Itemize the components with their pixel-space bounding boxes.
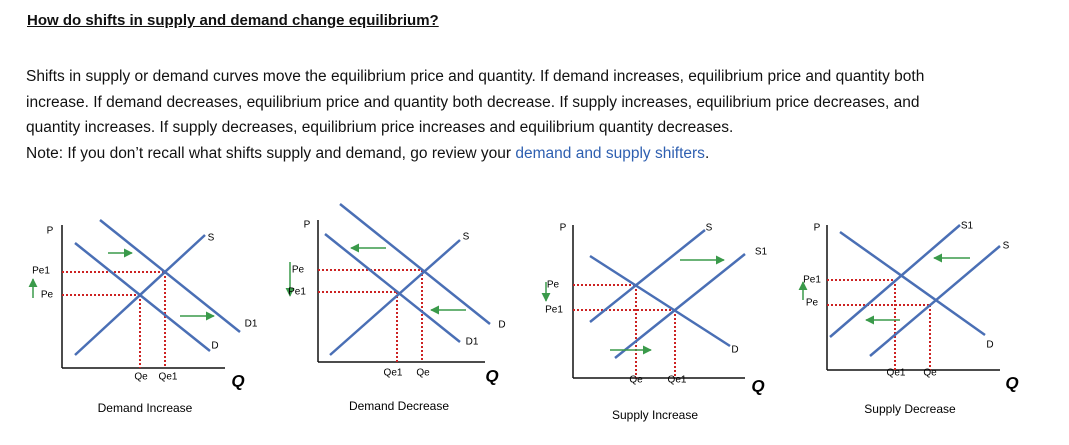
paragraph-line: Shifts in supply or demand curves move t… bbox=[26, 68, 925, 85]
diagram-label: Pe bbox=[41, 290, 54, 301]
diagram-label: Q bbox=[485, 366, 498, 385]
link[interactable]: demand and supply shifters bbox=[515, 144, 705, 162]
diagram-label: D bbox=[731, 345, 738, 356]
note-end: . bbox=[704, 144, 710, 162]
paragraph-line: quantity increases. If supply decreases,… bbox=[26, 119, 734, 136]
curve bbox=[339, 203, 491, 325]
diagram-label: Qe1 bbox=[159, 372, 178, 383]
diagram-label: Pe1 bbox=[32, 266, 50, 277]
diagram-label: Q bbox=[751, 376, 764, 395]
diagram-label: Qe bbox=[134, 372, 148, 383]
caption: Demand Increase bbox=[98, 401, 193, 415]
diagram-label: S1 bbox=[755, 247, 768, 258]
curve bbox=[589, 229, 706, 323]
caption: Supply Increase bbox=[612, 408, 698, 422]
curve bbox=[839, 230, 986, 337]
curve bbox=[589, 254, 731, 348]
caption: Demand Decrease bbox=[349, 399, 449, 413]
diagram-label: Qe bbox=[416, 368, 430, 379]
diagram-label: D1 bbox=[245, 319, 258, 330]
diagram-label: Qe1 bbox=[384, 368, 403, 379]
diagram-label: S bbox=[1003, 241, 1010, 252]
curve bbox=[324, 233, 461, 343]
note: Note: If you don’t recall what shifts su… bbox=[26, 141, 924, 167]
diagram-label: Qe1 bbox=[668, 375, 687, 386]
diagram-label: P bbox=[560, 223, 567, 234]
diagram-label: P bbox=[304, 220, 311, 231]
diagram-label: Pe1 bbox=[545, 305, 563, 316]
curve bbox=[74, 242, 211, 352]
diagram-label: P bbox=[47, 226, 54, 237]
diagram-label: Q bbox=[1005, 373, 1018, 392]
diagram-label: D bbox=[211, 341, 218, 352]
curve bbox=[614, 253, 746, 359]
diagram-label: D1 bbox=[466, 337, 479, 348]
diagram-label: Pe1 bbox=[803, 275, 821, 286]
curve bbox=[829, 224, 961, 338]
diagram-label: S bbox=[463, 232, 470, 243]
diagram-label: Qe bbox=[923, 368, 937, 379]
diagram-label: S bbox=[706, 223, 713, 234]
curve bbox=[329, 239, 461, 356]
diagram-label: Qe1 bbox=[887, 368, 906, 379]
diagram-label: Pe bbox=[547, 280, 560, 291]
diagram-label: S bbox=[208, 233, 215, 244]
diagram-label: P bbox=[814, 223, 821, 234]
diagram-label: S1 bbox=[961, 221, 974, 232]
heading: How do shifts in supply and demand chang… bbox=[27, 12, 439, 29]
paragraph-line: increase. If demand decreases, equilibri… bbox=[26, 93, 920, 111]
note-text: Note: If you don’t recall what shifts su… bbox=[26, 144, 516, 162]
diagram-label: Pe1 bbox=[288, 287, 306, 298]
diagram-label: Q bbox=[231, 371, 244, 390]
caption: Supply Decrease bbox=[864, 402, 956, 416]
diagram-label: D bbox=[986, 340, 993, 351]
curve bbox=[99, 219, 241, 333]
diagram-label: Pe bbox=[292, 265, 305, 276]
paragraph: Shifts in supply or demand curves move t… bbox=[26, 64, 924, 166]
diagram-label: Pe bbox=[806, 298, 819, 309]
diagram-label: D bbox=[498, 320, 505, 331]
diagram-label: Qe bbox=[629, 375, 643, 386]
